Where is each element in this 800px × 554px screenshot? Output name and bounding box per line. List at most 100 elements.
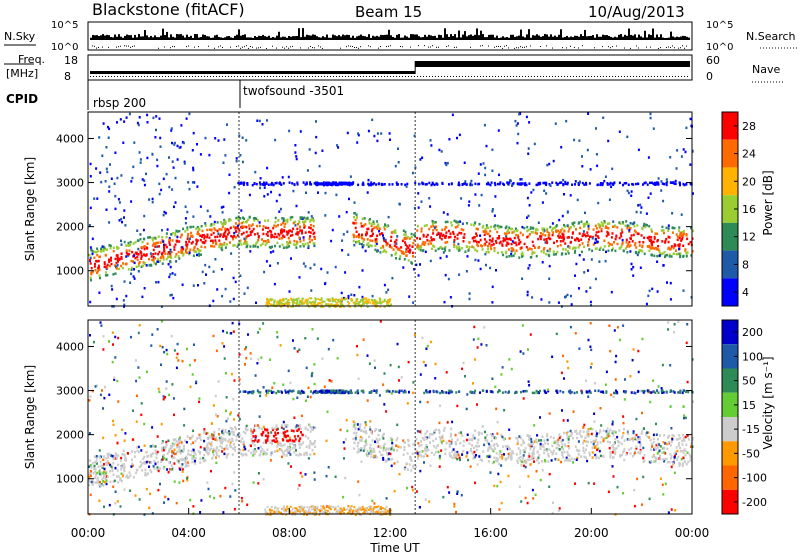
power-cell: [653, 235, 656, 239]
power-cell: [467, 204, 470, 207]
velocity-cell: [162, 467, 165, 470]
power-cell: [680, 234, 683, 238]
power-cell: [210, 228, 213, 231]
power-cell: [295, 232, 298, 236]
power-cell: [365, 302, 368, 305]
power-cell: [314, 151, 317, 155]
velocity-cell: [522, 439, 524, 442]
power-cell: [91, 252, 94, 256]
velocity-cell: [265, 389, 268, 393]
noise-bar: [602, 34, 604, 40]
velocity-cell: [510, 455, 513, 459]
power-cell: [643, 236, 646, 240]
search-noise-dot: [482, 45, 483, 47]
power-cell: [629, 227, 632, 230]
velocity-cell: [371, 450, 374, 453]
power-cell: [229, 241, 231, 244]
nave-tick-bottom: 0: [706, 70, 713, 83]
nave-dot: [672, 76, 673, 77]
velocity-cell: [242, 448, 245, 452]
power-cell: [112, 246, 115, 249]
power-cell: [131, 176, 134, 180]
power-cell: [128, 112, 131, 116]
power-cell: [130, 266, 133, 270]
power-cell: [632, 265, 635, 269]
power-cell: [196, 239, 199, 242]
noise-bar: [368, 34, 370, 40]
velocity-cell: [241, 500, 244, 503]
velocity-cell: [366, 354, 369, 357]
power-cell: [367, 227, 370, 231]
power-cell: [515, 249, 518, 252]
power-cell: [253, 233, 256, 236]
power-cell: [648, 289, 651, 293]
nave-dot: [528, 76, 529, 77]
search-noise-dot: [286, 46, 287, 48]
velocity-cell: [271, 439, 274, 443]
power-cell: [682, 254, 685, 258]
power-cell: [251, 223, 254, 226]
velocity-cell: [286, 445, 289, 449]
velocity-cell: [557, 458, 560, 461]
power-cell: [161, 239, 164, 242]
power-cell: [269, 251, 272, 254]
noise-bar: [594, 37, 596, 40]
power-cell: [650, 230, 653, 233]
search-noise-dot: [552, 47, 553, 49]
power-cell: [457, 223, 460, 226]
search-noise-dot: [198, 46, 199, 48]
power-cell: [152, 116, 155, 120]
power-cell: [330, 182, 333, 185]
power-cell: [468, 241, 471, 244]
nave-dot: [483, 76, 484, 77]
power-cell: [521, 251, 524, 254]
search-noise-dot: [494, 46, 495, 48]
power-cell: [663, 182, 666, 186]
velocity-cell: [167, 449, 170, 453]
noise-bar: [296, 35, 298, 40]
power-cell: [327, 183, 329, 186]
velocity-cell: [468, 438, 471, 442]
nave-dot: [360, 76, 361, 77]
power-cell: [564, 180, 567, 184]
power-cell: [561, 232, 564, 236]
velocity-cell: [199, 452, 201, 455]
power-cell: [635, 210, 638, 214]
power-cell: [206, 235, 209, 239]
power-cell: [591, 237, 594, 240]
power-cell: [464, 180, 467, 183]
velocity-cell: [135, 379, 138, 383]
power-cell: [361, 300, 364, 303]
power-cell: [505, 235, 508, 238]
power-cell: [292, 299, 295, 302]
power-cell: [530, 256, 533, 259]
nave-dot: [639, 76, 640, 77]
velocity-cell: [274, 433, 277, 436]
noise-bar: [258, 35, 260, 40]
power-cell: [118, 219, 121, 222]
power-cell: [367, 242, 370, 245]
power-cell: [647, 236, 650, 240]
power-cell: [267, 183, 270, 186]
power-cell: [394, 253, 397, 256]
nave-dot: [297, 76, 298, 77]
power-cell: [116, 176, 119, 180]
power-cell: [139, 161, 142, 164]
power-cell: [548, 162, 551, 166]
power-cell: [96, 260, 99, 263]
power-cell: [286, 304, 289, 307]
power-cell: [531, 250, 534, 254]
power-cell: [133, 268, 135, 271]
power-cell: [285, 297, 288, 300]
power-cell: [223, 241, 226, 245]
power-cell: [640, 206, 643, 209]
velocity-cell: [100, 324, 103, 327]
power-colorbar-swatch: [722, 278, 738, 306]
power-cell: [201, 234, 204, 237]
power-cell: [266, 298, 268, 300]
search-noise-dot: [310, 45, 311, 47]
power-cell: [656, 238, 659, 242]
noise-bar: [172, 36, 174, 40]
power-cell: [668, 253, 671, 256]
